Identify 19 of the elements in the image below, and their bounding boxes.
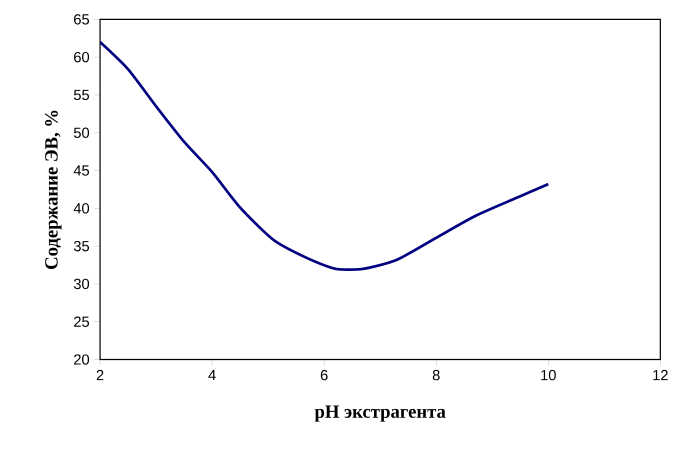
y-tick-label: 25 <box>74 316 90 327</box>
y-tick-label: 65 <box>74 14 90 24</box>
y-tick-label: 40 <box>74 203 90 214</box>
x-tick-label: 8 <box>432 370 440 380</box>
y-tick-label: 55 <box>74 90 90 100</box>
line-series <box>100 40 550 271</box>
x-tick-label: 4 <box>208 370 216 380</box>
x-tick-label: 10 <box>541 370 556 380</box>
x-tick-label: 6 <box>320 370 328 380</box>
x-axis-title: pH экстрагента <box>314 405 446 422</box>
x-tick-label: 12 <box>653 370 668 380</box>
y-tick-label: 30 <box>74 278 90 290</box>
y-tick-label: 20 <box>74 354 90 365</box>
x-tick-label: 2 <box>96 370 104 380</box>
y-tick-label: 60 <box>74 52 90 62</box>
y-tick-label: 35 <box>74 240 90 252</box>
y-tick-label: 45 <box>74 165 90 176</box>
y-axis-title: Содержание ЭВ, % <box>45 110 62 269</box>
y-tick-label: 50 <box>74 127 90 138</box>
